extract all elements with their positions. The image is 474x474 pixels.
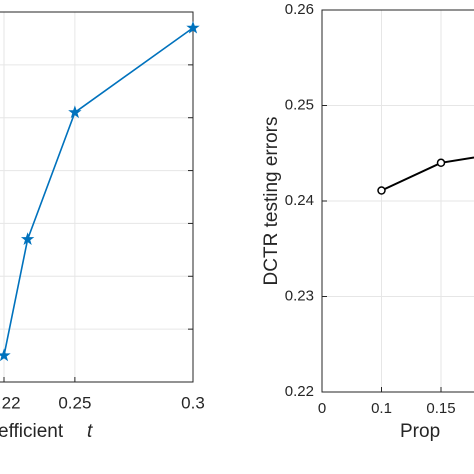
x-axis-label: efficient (0, 421, 64, 442)
x-axis-variable: t (87, 421, 93, 442)
x-tick-label: 0 (318, 400, 326, 417)
x-tick-label: 0.25 (58, 393, 91, 412)
y-tick-label: 0.26 (285, 1, 314, 18)
y-axis-label: DCTR testing errors (261, 117, 282, 286)
x-axis-label: Prop (400, 421, 440, 442)
data-line (3, 27, 194, 356)
x-tick-label: 0.15 (426, 400, 455, 417)
y-tick-label: 0.23 (285, 287, 314, 304)
data-line (381, 156, 474, 192)
circle-marker (436, 158, 446, 168)
x-tick-label: 0.3 (181, 393, 205, 412)
x-tick-label: 0.22 (0, 393, 21, 412)
y-tick-label: 0.25 (285, 96, 314, 113)
y-tick-label: 0.24 (285, 192, 314, 209)
axes-frame (0, 11, 194, 383)
star-marker (186, 20, 200, 34)
y-tick-label: 0.22 (285, 383, 314, 400)
star-marker (68, 105, 82, 119)
star-marker (0, 348, 11, 362)
star-marker (20, 232, 35, 245)
x-tick-label: 0.1 (371, 400, 392, 417)
axes-frame (321, 9, 474, 393)
circle-marker (377, 186, 386, 195)
